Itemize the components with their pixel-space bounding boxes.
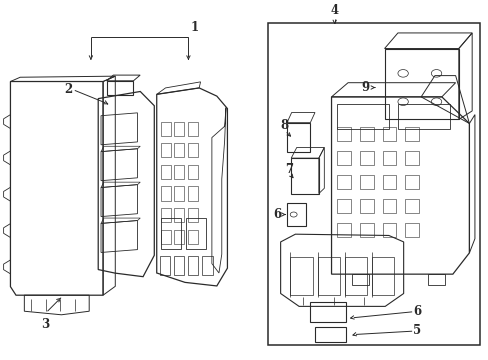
Bar — [187, 186, 197, 201]
Bar — [174, 122, 184, 136]
Text: 3: 3 — [41, 318, 50, 331]
Text: 7: 7 — [285, 163, 293, 176]
Text: 5: 5 — [412, 324, 421, 337]
Bar — [187, 256, 198, 275]
Bar — [187, 208, 197, 222]
Bar — [291, 158, 318, 194]
Bar — [336, 127, 350, 141]
Bar — [161, 122, 170, 136]
Bar — [384, 49, 458, 120]
Bar — [185, 219, 205, 248]
Bar — [161, 230, 170, 244]
Text: 4: 4 — [330, 4, 338, 17]
Bar — [351, 274, 368, 285]
Bar — [336, 199, 350, 213]
Bar — [161, 143, 170, 157]
Bar — [310, 302, 346, 321]
Bar — [336, 151, 350, 165]
Bar — [161, 208, 170, 222]
Bar — [359, 127, 373, 141]
Bar — [344, 257, 366, 295]
Bar — [286, 123, 310, 152]
Bar — [405, 127, 418, 141]
Bar — [187, 165, 197, 179]
Bar — [371, 257, 393, 295]
Bar — [382, 199, 396, 213]
Bar — [405, 175, 418, 189]
Bar — [202, 256, 212, 275]
Bar — [290, 257, 312, 295]
Bar — [187, 230, 197, 244]
Bar — [382, 127, 396, 141]
Bar — [159, 256, 170, 275]
Bar — [405, 199, 418, 213]
Bar — [336, 175, 350, 189]
Bar — [174, 208, 184, 222]
Bar — [427, 274, 444, 285]
Bar — [174, 165, 184, 179]
Bar — [174, 230, 184, 244]
Bar — [336, 223, 350, 237]
Bar — [174, 143, 184, 157]
Bar — [267, 23, 479, 345]
Bar — [187, 143, 197, 157]
Text: 6: 6 — [412, 305, 421, 318]
Text: 2: 2 — [64, 83, 73, 96]
Bar — [359, 175, 373, 189]
Bar — [317, 257, 339, 295]
Bar — [314, 327, 346, 342]
Bar — [161, 219, 181, 248]
Bar — [397, 104, 449, 129]
Bar — [187, 122, 197, 136]
Text: 6: 6 — [273, 208, 281, 221]
Text: 9: 9 — [361, 81, 369, 94]
Bar — [173, 256, 184, 275]
Bar — [174, 186, 184, 201]
Bar — [336, 104, 388, 129]
Bar — [359, 199, 373, 213]
Bar — [382, 151, 396, 165]
Bar — [382, 175, 396, 189]
Bar — [405, 151, 418, 165]
Bar — [161, 186, 170, 201]
Text: 8: 8 — [280, 120, 288, 132]
Text: 1: 1 — [190, 21, 199, 34]
Bar — [382, 223, 396, 237]
Bar — [161, 165, 170, 179]
Bar — [286, 203, 305, 226]
Bar — [359, 151, 373, 165]
Bar — [106, 81, 133, 95]
Bar — [405, 223, 418, 237]
Bar — [359, 223, 373, 237]
